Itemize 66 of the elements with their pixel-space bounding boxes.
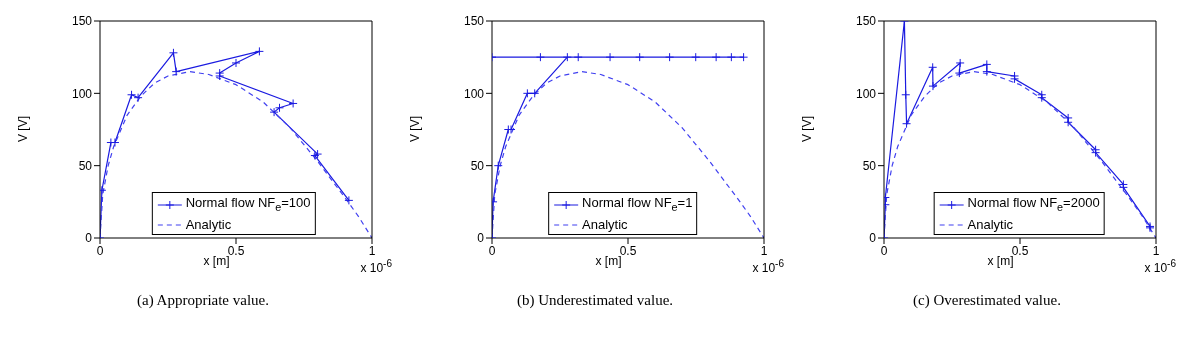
y-tick-label: 0 <box>869 231 877 246</box>
y-axis-title: V [V] <box>800 115 815 143</box>
point <box>171 67 181 77</box>
x-tick-label: 1 <box>1152 243 1160 258</box>
text: (b) Underestimated value. <box>516 292 674 308</box>
point <box>493 161 503 171</box>
y-axis-title: V [V] <box>408 115 423 143</box>
point <box>269 107 279 117</box>
point <box>344 195 354 205</box>
legend-label: Analytic <box>185 216 232 233</box>
text: x 10$^{-6}$ <box>360 258 392 275</box>
point <box>605 52 615 62</box>
legend-label: Normal flow NF$_{e}$=2000 <box>967 194 1100 215</box>
y-tick-label: 50 <box>862 158 877 173</box>
point <box>288 98 298 108</box>
point <box>982 67 992 77</box>
point <box>530 88 540 98</box>
point <box>691 52 701 62</box>
point <box>902 119 912 129</box>
y-tick-label: 150 <box>71 14 93 29</box>
legend-label: Analytic <box>967 216 1014 233</box>
point <box>275 103 285 113</box>
legend-label: Normal flow NF$_{e}$=1 <box>582 194 693 215</box>
text: (c) Overestimated value. <box>913 292 1061 308</box>
text: x 10$^{-6}$ <box>752 258 784 275</box>
y-tick-label: 150 <box>855 14 877 29</box>
legend-label: Analytic <box>582 216 628 233</box>
point <box>711 52 721 62</box>
legend-label: Normal flow NF$_{e}$=100 <box>185 194 311 215</box>
point <box>168 48 178 58</box>
point <box>1063 117 1073 127</box>
y-tick-label: 0 <box>477 231 485 246</box>
point <box>562 52 572 62</box>
point <box>535 52 545 62</box>
y-tick-label: 100 <box>71 86 93 101</box>
y-tick-label: 0 <box>85 231 93 246</box>
point <box>928 62 938 72</box>
point <box>954 68 964 78</box>
point <box>231 58 241 68</box>
y-tick-label: 50 <box>78 158 93 173</box>
x-axis-title: x [m] <box>595 254 622 268</box>
x-axis-title: x [m] <box>203 254 230 268</box>
y-axis-title: V [V] <box>16 115 31 143</box>
y-tick-label: 100 <box>855 86 877 101</box>
x-tick-label: 0 <box>488 243 496 258</box>
x-tick-label: 1 <box>368 243 376 258</box>
point <box>928 81 938 91</box>
text: x 10$^{-6}$ <box>1144 258 1176 275</box>
point <box>955 58 965 68</box>
point <box>254 46 264 56</box>
y-tick-label: 100 <box>463 86 485 101</box>
x-tick-label: 0 <box>96 243 104 258</box>
point <box>726 52 736 62</box>
x-tick-label: 1 <box>760 243 768 258</box>
x-axis-title: x [m] <box>987 254 1014 268</box>
point <box>665 52 675 62</box>
point <box>522 88 532 98</box>
x-tick-label: 0 <box>880 243 888 258</box>
text: (a) Appropriate value. <box>136 292 270 308</box>
point <box>739 52 749 62</box>
point <box>982 59 992 69</box>
point <box>901 90 911 100</box>
y-tick-label: 150 <box>463 14 485 29</box>
point <box>635 52 645 62</box>
point <box>573 52 583 62</box>
y-tick-label: 50 <box>470 158 485 173</box>
